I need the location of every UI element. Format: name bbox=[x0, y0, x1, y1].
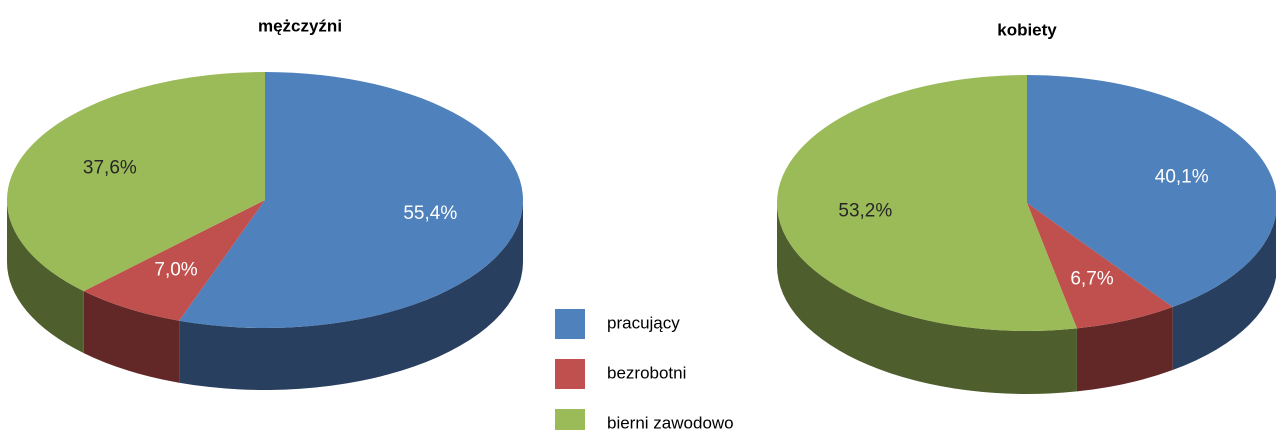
data-label: 7,0% bbox=[154, 260, 197, 281]
slice bbox=[83, 200, 265, 321]
legend-label: bezrobotni bbox=[607, 363, 686, 382]
slice bbox=[777, 75, 1077, 331]
data-label: 6,7% bbox=[1070, 268, 1113, 289]
chart-title: mężczyźni bbox=[258, 16, 342, 35]
legend-swatch bbox=[555, 309, 585, 339]
slice-side bbox=[1076, 307, 1173, 392]
legend-label: bierni zawodowo bbox=[607, 413, 734, 430]
data-label: 53,2% bbox=[838, 200, 892, 221]
data-label: 37,6% bbox=[83, 157, 137, 178]
slice-side bbox=[1172, 214, 1276, 371]
legend-swatch bbox=[555, 359, 585, 389]
slice bbox=[1027, 203, 1173, 329]
data-label: 40,1% bbox=[1155, 167, 1209, 188]
slice-side bbox=[179, 200, 523, 391]
slice bbox=[179, 72, 523, 328]
data-label: 55,4% bbox=[403, 203, 457, 224]
legend-swatch bbox=[555, 409, 585, 430]
slice bbox=[1027, 75, 1276, 308]
chart-title: kobiety bbox=[997, 20, 1057, 39]
slice-side bbox=[777, 203, 1077, 395]
slice bbox=[7, 72, 266, 292]
legend-label: pracujący bbox=[607, 313, 680, 332]
slice-side bbox=[7, 200, 84, 354]
slice-side bbox=[83, 291, 180, 383]
